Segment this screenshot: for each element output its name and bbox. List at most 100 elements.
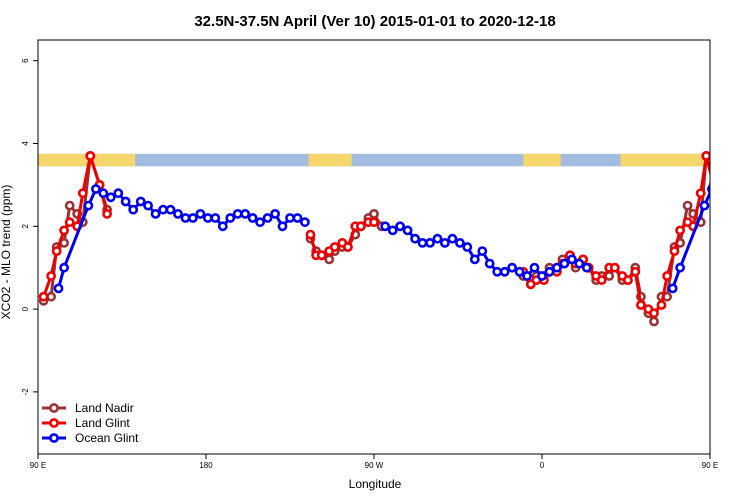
data-point	[529, 262, 540, 273]
data-point	[623, 275, 633, 285]
data-point	[432, 233, 443, 244]
ocean-band	[38, 153, 710, 167]
x-axis: 90 E 180 90 W 0 90 E	[30, 454, 718, 470]
plot-frame	[37, 39, 711, 455]
x-tick-label: 90 W	[365, 461, 384, 470]
legend-swatch-marker	[49, 418, 59, 428]
data-point	[210, 213, 221, 223]
data-point	[102, 208, 112, 219]
data-point	[596, 275, 607, 285]
data-point	[669, 246, 680, 256]
data-point	[51, 246, 62, 256]
data-point	[559, 258, 570, 269]
data-point	[708, 181, 710, 189]
data-point	[630, 266, 641, 277]
data-point	[469, 254, 480, 265]
land-ocean-band	[38, 153, 710, 167]
data-point	[128, 204, 139, 215]
land-band-segment	[523, 153, 561, 167]
data-point	[165, 204, 176, 215]
data-point	[305, 229, 316, 240]
legend-swatch-marker	[49, 403, 59, 413]
data-point	[447, 233, 458, 244]
data-point	[329, 242, 340, 252]
data-point	[721, 202, 728, 209]
data-point	[85, 150, 96, 161]
series-land-nadir	[38, 150, 710, 327]
data-point	[708, 181, 710, 189]
data-point	[682, 200, 693, 211]
data-point	[410, 233, 420, 244]
data-point	[699, 200, 710, 211]
data-point	[552, 262, 562, 273]
chart-title: 32.5N-37.5N April (Ver 10) 2015-01-01 to…	[194, 13, 555, 30]
data-point	[636, 300, 646, 310]
data-point	[649, 316, 659, 327]
data-point	[247, 213, 258, 223]
data-point	[195, 208, 206, 219]
data-point	[574, 258, 585, 269]
data-point	[723, 194, 730, 201]
data-point	[255, 217, 265, 228]
y-tick-label: 4	[21, 141, 30, 146]
data-point	[537, 271, 547, 281]
data-point	[716, 210, 723, 217]
y-axis: -2 0 2 4 6	[21, 58, 38, 396]
data-point	[64, 200, 75, 211]
data-point	[355, 221, 366, 232]
data-point	[292, 213, 303, 223]
data-point	[285, 213, 295, 223]
data-point	[662, 271, 672, 281]
data-point	[59, 262, 69, 273]
legend-item-ocean-glint: Ocean Glint	[42, 431, 139, 445]
legend-label: Land Nadir	[75, 401, 134, 415]
data-point	[707, 184, 710, 194]
land-band-segment	[38, 153, 136, 167]
series-land-glint	[38, 150, 728, 319]
data-point	[402, 225, 413, 236]
x-tick-label: 90 E	[30, 461, 46, 470]
data-point	[270, 208, 280, 219]
data-point	[83, 200, 94, 211]
data-point	[59, 225, 69, 236]
data-point	[649, 308, 659, 319]
data-point	[316, 250, 327, 261]
data-point	[454, 237, 465, 248]
data-point	[695, 188, 706, 199]
data-point	[217, 221, 228, 232]
data-point	[667, 283, 678, 294]
x-axis-label: Longitude	[349, 477, 402, 491]
y-tick-label: 0	[21, 306, 30, 311]
data-point	[38, 291, 49, 302]
data-point	[738, 198, 745, 205]
data-point	[299, 217, 310, 228]
data-point	[387, 225, 398, 236]
data-point	[342, 242, 353, 252]
data-point	[746, 206, 750, 213]
y-tick-label: -2	[21, 388, 30, 396]
data-point	[46, 271, 56, 281]
data-point	[232, 208, 243, 219]
legend-item-land-nadir: Land Nadir	[42, 401, 134, 415]
data-point	[262, 213, 273, 223]
data-point	[477, 246, 488, 256]
land-band-segment	[308, 153, 352, 167]
data-point	[395, 221, 405, 232]
data-point	[113, 188, 124, 199]
data-point	[277, 221, 288, 232]
legend-label: Land Glint	[75, 416, 130, 430]
data-point	[77, 188, 88, 199]
data-point	[425, 237, 435, 248]
data-point	[716, 190, 723, 197]
data-point	[462, 242, 473, 252]
data-point	[492, 266, 503, 277]
data-point	[91, 184, 101, 194]
data-point	[64, 217, 75, 228]
data-point	[187, 213, 198, 223]
y-axis-label: XCO2 - MLO trend (ppm)	[0, 185, 13, 320]
data-point	[522, 271, 532, 281]
data-point	[701, 151, 710, 161]
legend-swatch-marker	[49, 433, 59, 443]
data-point	[581, 262, 592, 273]
